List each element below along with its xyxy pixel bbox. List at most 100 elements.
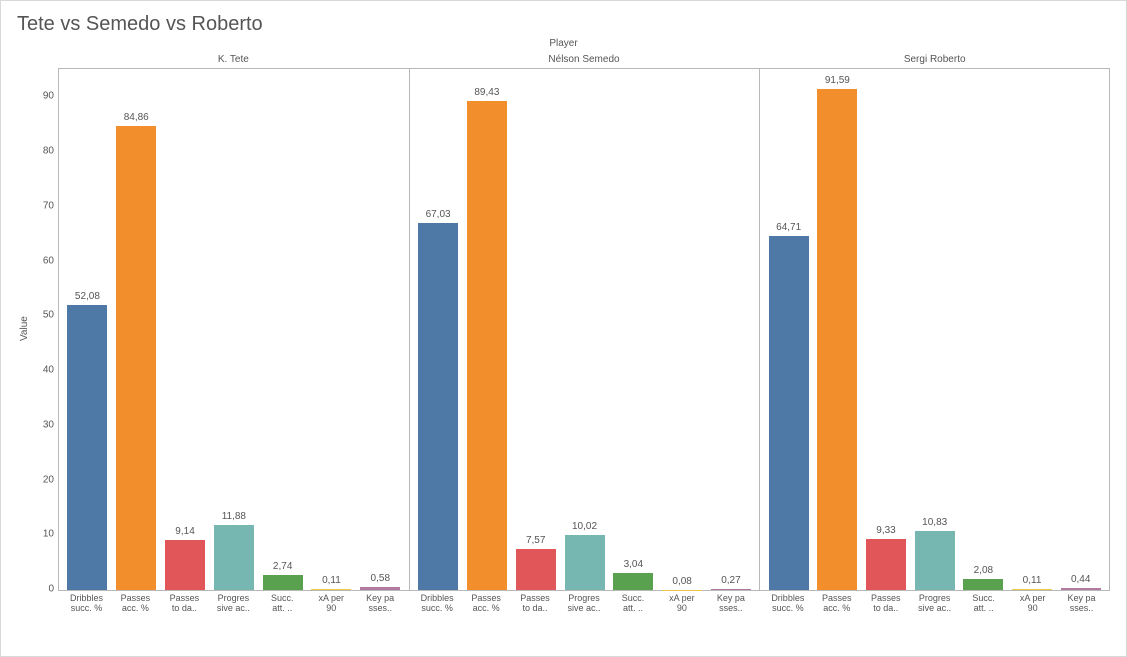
panel-title: K. Tete [58,51,409,69]
bar [565,535,605,590]
bar-slot: 10,02 [560,69,609,590]
plot-area: 67,03 89,43 7,57 10,02 3,04 0,08 0,27 [409,69,760,591]
bar [866,539,906,590]
y-axis-tick: 60 [43,255,54,266]
bar [711,589,751,590]
y-axis-tick: 80 [43,146,54,157]
bar-value-label: 67,03 [426,209,451,220]
x-axis-label: Progressive ac.. [209,591,258,631]
bar [613,573,653,590]
y-axis-tick: 0 [48,584,54,595]
y-axis-tick: 50 [43,310,54,321]
bar-slot: 0,11 [1008,69,1057,590]
bar [67,305,107,590]
bar-value-label: 10,02 [572,521,597,532]
bar-value-label: 52,08 [75,291,100,302]
bar-value-label: 0,11 [322,575,341,586]
bar-value-label: 11,88 [222,511,246,522]
bar [915,531,955,590]
bar-value-label: 10,83 [922,517,947,528]
x-axis-label: Passesacc. % [462,591,511,631]
chart-area: Value 0102030405060708090 K. Tete52,0884… [17,51,1110,631]
bar-value-label: 0,11 [1023,575,1042,586]
bar-value-label: 64,71 [776,222,801,233]
y-axis-tick: 40 [43,365,54,376]
bar [817,89,857,590]
bar-value-label: 91,59 [825,75,850,86]
bar-value-label: 89,43 [474,87,499,98]
bar-value-label: 0,08 [672,576,691,587]
x-axis-label: Key passes.. [1057,591,1106,631]
x-axis-label: Progressive ac.. [910,591,959,631]
x-axis-labels: Dribblessucc. %Passesacc. %Passesto da..… [58,591,409,631]
bar-slot: 0,58 [356,69,405,590]
bar-slot: 0,27 [707,69,756,590]
y-axis-tick: 30 [43,419,54,430]
x-axis-label: Passesto da.. [160,591,209,631]
bar [165,540,205,590]
bar-slot: 91,59 [813,69,862,590]
plot-area: 52,08 84,86 9,14 11,88 2,74 0,11 0,58 [58,69,409,591]
bar-slot: 9,33 [862,69,911,590]
bar-slot: 2,08 [959,69,1008,590]
x-axis-label: xA per90 [1008,591,1057,631]
bar-value-label: 7,57 [526,535,545,546]
bar-slot: 3,04 [609,69,658,590]
x-axis-labels: Dribblessucc. %Passesacc. %Passesto da..… [409,591,760,631]
x-axis-labels: Dribblessucc. %Passesacc. %Passesto da..… [759,591,1110,631]
bar-slot: 7,57 [511,69,560,590]
bar-slot: 0,11 [307,69,356,590]
bar-slot: 10,83 [910,69,959,590]
bar [311,589,351,590]
x-axis-label: Dribblessucc. % [62,591,111,631]
x-axis-label: Passesto da.. [861,591,910,631]
bar [516,549,556,590]
bar-value-label: 0,44 [1071,574,1090,585]
x-axis-label: Key passes.. [706,591,755,631]
bar-slot: 11,88 [209,69,258,590]
chart-title: Tete vs Semedo vs Roberto [17,13,1110,36]
x-axis-label: Succ.att. .. [608,591,657,631]
bar [1061,588,1101,590]
plot-area: 64,71 91,59 9,33 10,83 2,08 0,11 0,44 [759,69,1110,591]
bar-slot: 89,43 [462,69,511,590]
player-panel: Nélson Semedo 67,03 89,43 7,57 10,02 3,04 0,08… [409,51,760,631]
y-axis-tick: 70 [43,200,54,211]
bar [769,236,809,590]
panel-title: Sergi Roberto [759,51,1110,69]
bar-slot: 64,71 [764,69,813,590]
panel-title: Nélson Semedo [409,51,760,69]
y-axis-tick: 90 [43,91,54,102]
x-axis-label: Passesacc. % [812,591,861,631]
player-panel: K. Tete 52,08 84,86 9,14 11,88 2,74 0,11 0,58 Dr… [58,51,409,631]
bar-value-label: 9,33 [876,525,895,536]
bar [263,575,303,590]
bar [360,587,400,590]
bar-value-label: 0,27 [721,575,740,586]
x-axis-label: Key passes.. [356,591,405,631]
y-axis-label: Value [17,69,32,589]
bar-slot: 84,86 [112,69,161,590]
bar-value-label: 3,04 [624,559,643,570]
y-axis-ticks: 0102030405060708090 [32,69,58,589]
x-axis-label: Succ.att. .. [959,591,1008,631]
x-axis-label: Dribblessucc. % [413,591,462,631]
bar [1012,589,1052,590]
bar-value-label: 84,86 [124,112,149,123]
bar [116,126,156,590]
bar-slot: 67,03 [414,69,463,590]
bar-value-label: 9,14 [175,526,194,537]
bar [963,579,1003,590]
bar [214,525,254,590]
chart-container: Tete vs Semedo vs Roberto Player Value 0… [0,0,1127,657]
x-axis-label: xA per90 [657,591,706,631]
bar-slot: 2,74 [258,69,307,590]
bar-value-label: 0,58 [371,573,390,584]
bar-slot: 0,08 [658,69,707,590]
player-header-label: Player [17,38,1110,49]
x-axis-label: Progressive ac.. [560,591,609,631]
bar-slot: 52,08 [63,69,112,590]
bar [418,223,458,590]
x-axis-label: Passesto da.. [511,591,560,631]
chart-panels: K. Tete 52,08 84,86 9,14 11,88 2,74 0,11 0,58 Dr… [58,51,1110,631]
